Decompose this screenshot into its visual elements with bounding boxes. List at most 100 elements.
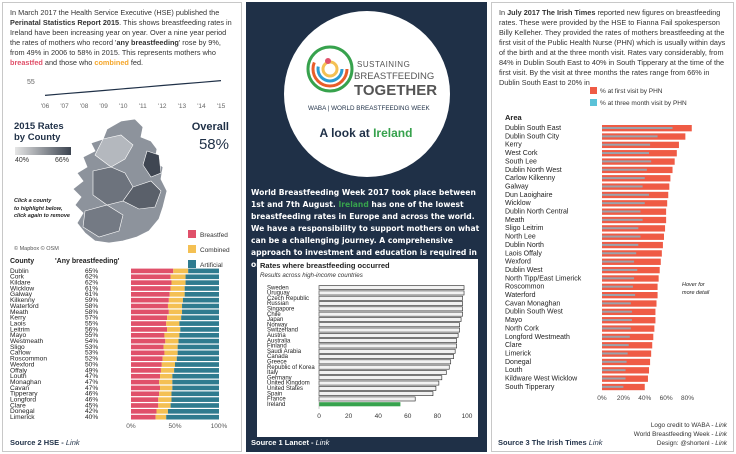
county-name[interactable]: Leitrim	[10, 326, 30, 333]
bar-breastfed[interactable]	[131, 414, 156, 420]
area-name[interactable]: Clare	[505, 342, 522, 349]
bar-combined[interactable]	[171, 280, 186, 285]
bar-three-month[interactable]	[602, 294, 636, 296]
bar-breastfed[interactable]	[131, 309, 169, 315]
country-bar[interactable]	[318, 332, 459, 338]
country-bar[interactable]	[318, 327, 460, 333]
area-name[interactable]: Carlow Kilkenny	[505, 175, 556, 182]
bar-artificial[interactable]	[175, 362, 219, 367]
bar-combined[interactable]	[162, 356, 177, 361]
bar-three-month[interactable]	[602, 277, 635, 280]
bar-breastfed[interactable]	[131, 350, 165, 356]
country-bar[interactable]	[318, 311, 463, 317]
bar-three-month[interactable]	[602, 344, 629, 347]
county-stacked-bar-chart[interactable]: Dublin 65% Cork 62% Kildare 62% Wicklow 61% Galw…	[3, 267, 242, 437]
bar-artificial[interactable]	[172, 379, 219, 385]
bar-breastfed[interactable]	[131, 286, 171, 291]
bar-breastfed[interactable]	[131, 373, 161, 379]
bar-breastfed[interactable]	[131, 268, 174, 274]
bar-artificial[interactable]	[182, 303, 219, 309]
bar-three-month[interactable]	[602, 360, 627, 363]
county-name[interactable]: Laois	[10, 320, 26, 327]
area-name[interactable]: Longford Westmeath	[505, 334, 570, 341]
country-bar[interactable]	[318, 354, 454, 359]
country-bar[interactable]	[318, 343, 457, 349]
county-name[interactable]: Offaly	[10, 367, 28, 374]
bar-three-month[interactable]	[602, 152, 650, 155]
bar-breastfed[interactable]	[131, 356, 163, 361]
bar-artificial[interactable]	[167, 409, 219, 414]
county-name[interactable]: Louth	[10, 373, 27, 380]
bar-breastfed[interactable]	[131, 321, 167, 326]
bar-artificial[interactable]	[184, 292, 219, 297]
bar-three-month[interactable]	[602, 193, 650, 196]
bar-artificial[interactable]	[184, 286, 219, 291]
area-name[interactable]: Waterford	[505, 292, 536, 299]
credit-link[interactable]: Link	[715, 422, 727, 429]
lancet-source-link[interactable]: Link	[315, 438, 330, 447]
area-name[interactable]: Dublin North West	[505, 167, 562, 174]
county-name[interactable]: Dublin	[10, 268, 29, 275]
county-name[interactable]: Meath	[10, 309, 29, 316]
bar-three-month[interactable]	[602, 127, 673, 129]
county-name[interactable]: Cavan	[10, 385, 29, 392]
area-name[interactable]: Laois Offaly	[505, 250, 542, 257]
bar-three-month[interactable]	[602, 227, 639, 230]
bar-artificial[interactable]	[170, 403, 219, 408]
area-name[interactable]: Dublin West	[505, 267, 543, 274]
bar-three-month[interactable]	[602, 352, 628, 355]
country-bar[interactable]	[318, 391, 434, 396]
bar-combined[interactable]	[164, 350, 178, 356]
county-shape[interactable]	[82, 204, 124, 238]
county-shape[interactable]	[122, 180, 162, 210]
bar-three-month[interactable]	[602, 327, 631, 330]
county-name[interactable]: Mayo	[10, 332, 26, 339]
area-name[interactable]: Dublin South East	[505, 125, 561, 132]
bar-combined[interactable]	[155, 414, 167, 420]
county-name[interactable]: Longford	[10, 397, 36, 404]
bar-breastfed[interactable]	[131, 327, 168, 332]
bar-three-month[interactable]	[602, 185, 643, 188]
bar-artificial[interactable]	[182, 297, 219, 303]
bar-breastfed[interactable]	[131, 344, 164, 350]
bar-three-month[interactable]	[602, 385, 624, 388]
bar-three-month[interactable]	[602, 319, 632, 322]
bar-breastfed[interactable]	[131, 338, 166, 344]
bar-artificial[interactable]	[185, 274, 219, 280]
credit-link[interactable]: Link	[715, 431, 727, 438]
bar-artificial[interactable]	[179, 332, 219, 338]
country-bar[interactable]	[318, 348, 456, 354]
area-name[interactable]: Mayo	[505, 317, 522, 324]
country-bar[interactable]	[318, 290, 465, 296]
county-name[interactable]: Waterford	[10, 303, 39, 310]
country-bar[interactable]	[318, 306, 463, 312]
country-bar[interactable]	[318, 375, 443, 381]
area-name[interactable]: Dublin South City	[505, 133, 560, 140]
bar-three-month[interactable]	[602, 310, 632, 313]
county-name[interactable]: Galway	[10, 291, 33, 298]
bar-combined[interactable]	[167, 303, 183, 309]
bar-three-month[interactable]	[602, 135, 658, 138]
bar-artificial[interactable]	[176, 356, 219, 361]
country-bar[interactable]	[318, 386, 437, 391]
bar-three-month[interactable]	[602, 302, 631, 305]
area-name[interactable]: South Tipperary	[505, 384, 555, 391]
area-name[interactable]: Dublin North Central	[505, 209, 569, 216]
county-name[interactable]: Carlow	[10, 350, 31, 357]
county-name[interactable]: Kildare	[10, 280, 31, 287]
ireland-map[interactable]	[63, 115, 183, 250]
bar-three-month[interactable]	[602, 168, 647, 171]
bar-breastfed[interactable]	[131, 368, 161, 373]
country-bar[interactable]	[318, 322, 460, 328]
bar-combined[interactable]	[161, 362, 175, 367]
country-bar[interactable]	[318, 285, 465, 290]
credit-link[interactable]: Link	[715, 440, 727, 447]
country-bar[interactable]	[319, 402, 401, 407]
country-bar[interactable]	[318, 364, 450, 370]
area-name[interactable]: South Lee	[505, 158, 537, 165]
country-bar[interactable]	[318, 370, 447, 375]
bar-breastfed[interactable]	[131, 274, 171, 280]
bar-artificial[interactable]	[180, 327, 219, 332]
